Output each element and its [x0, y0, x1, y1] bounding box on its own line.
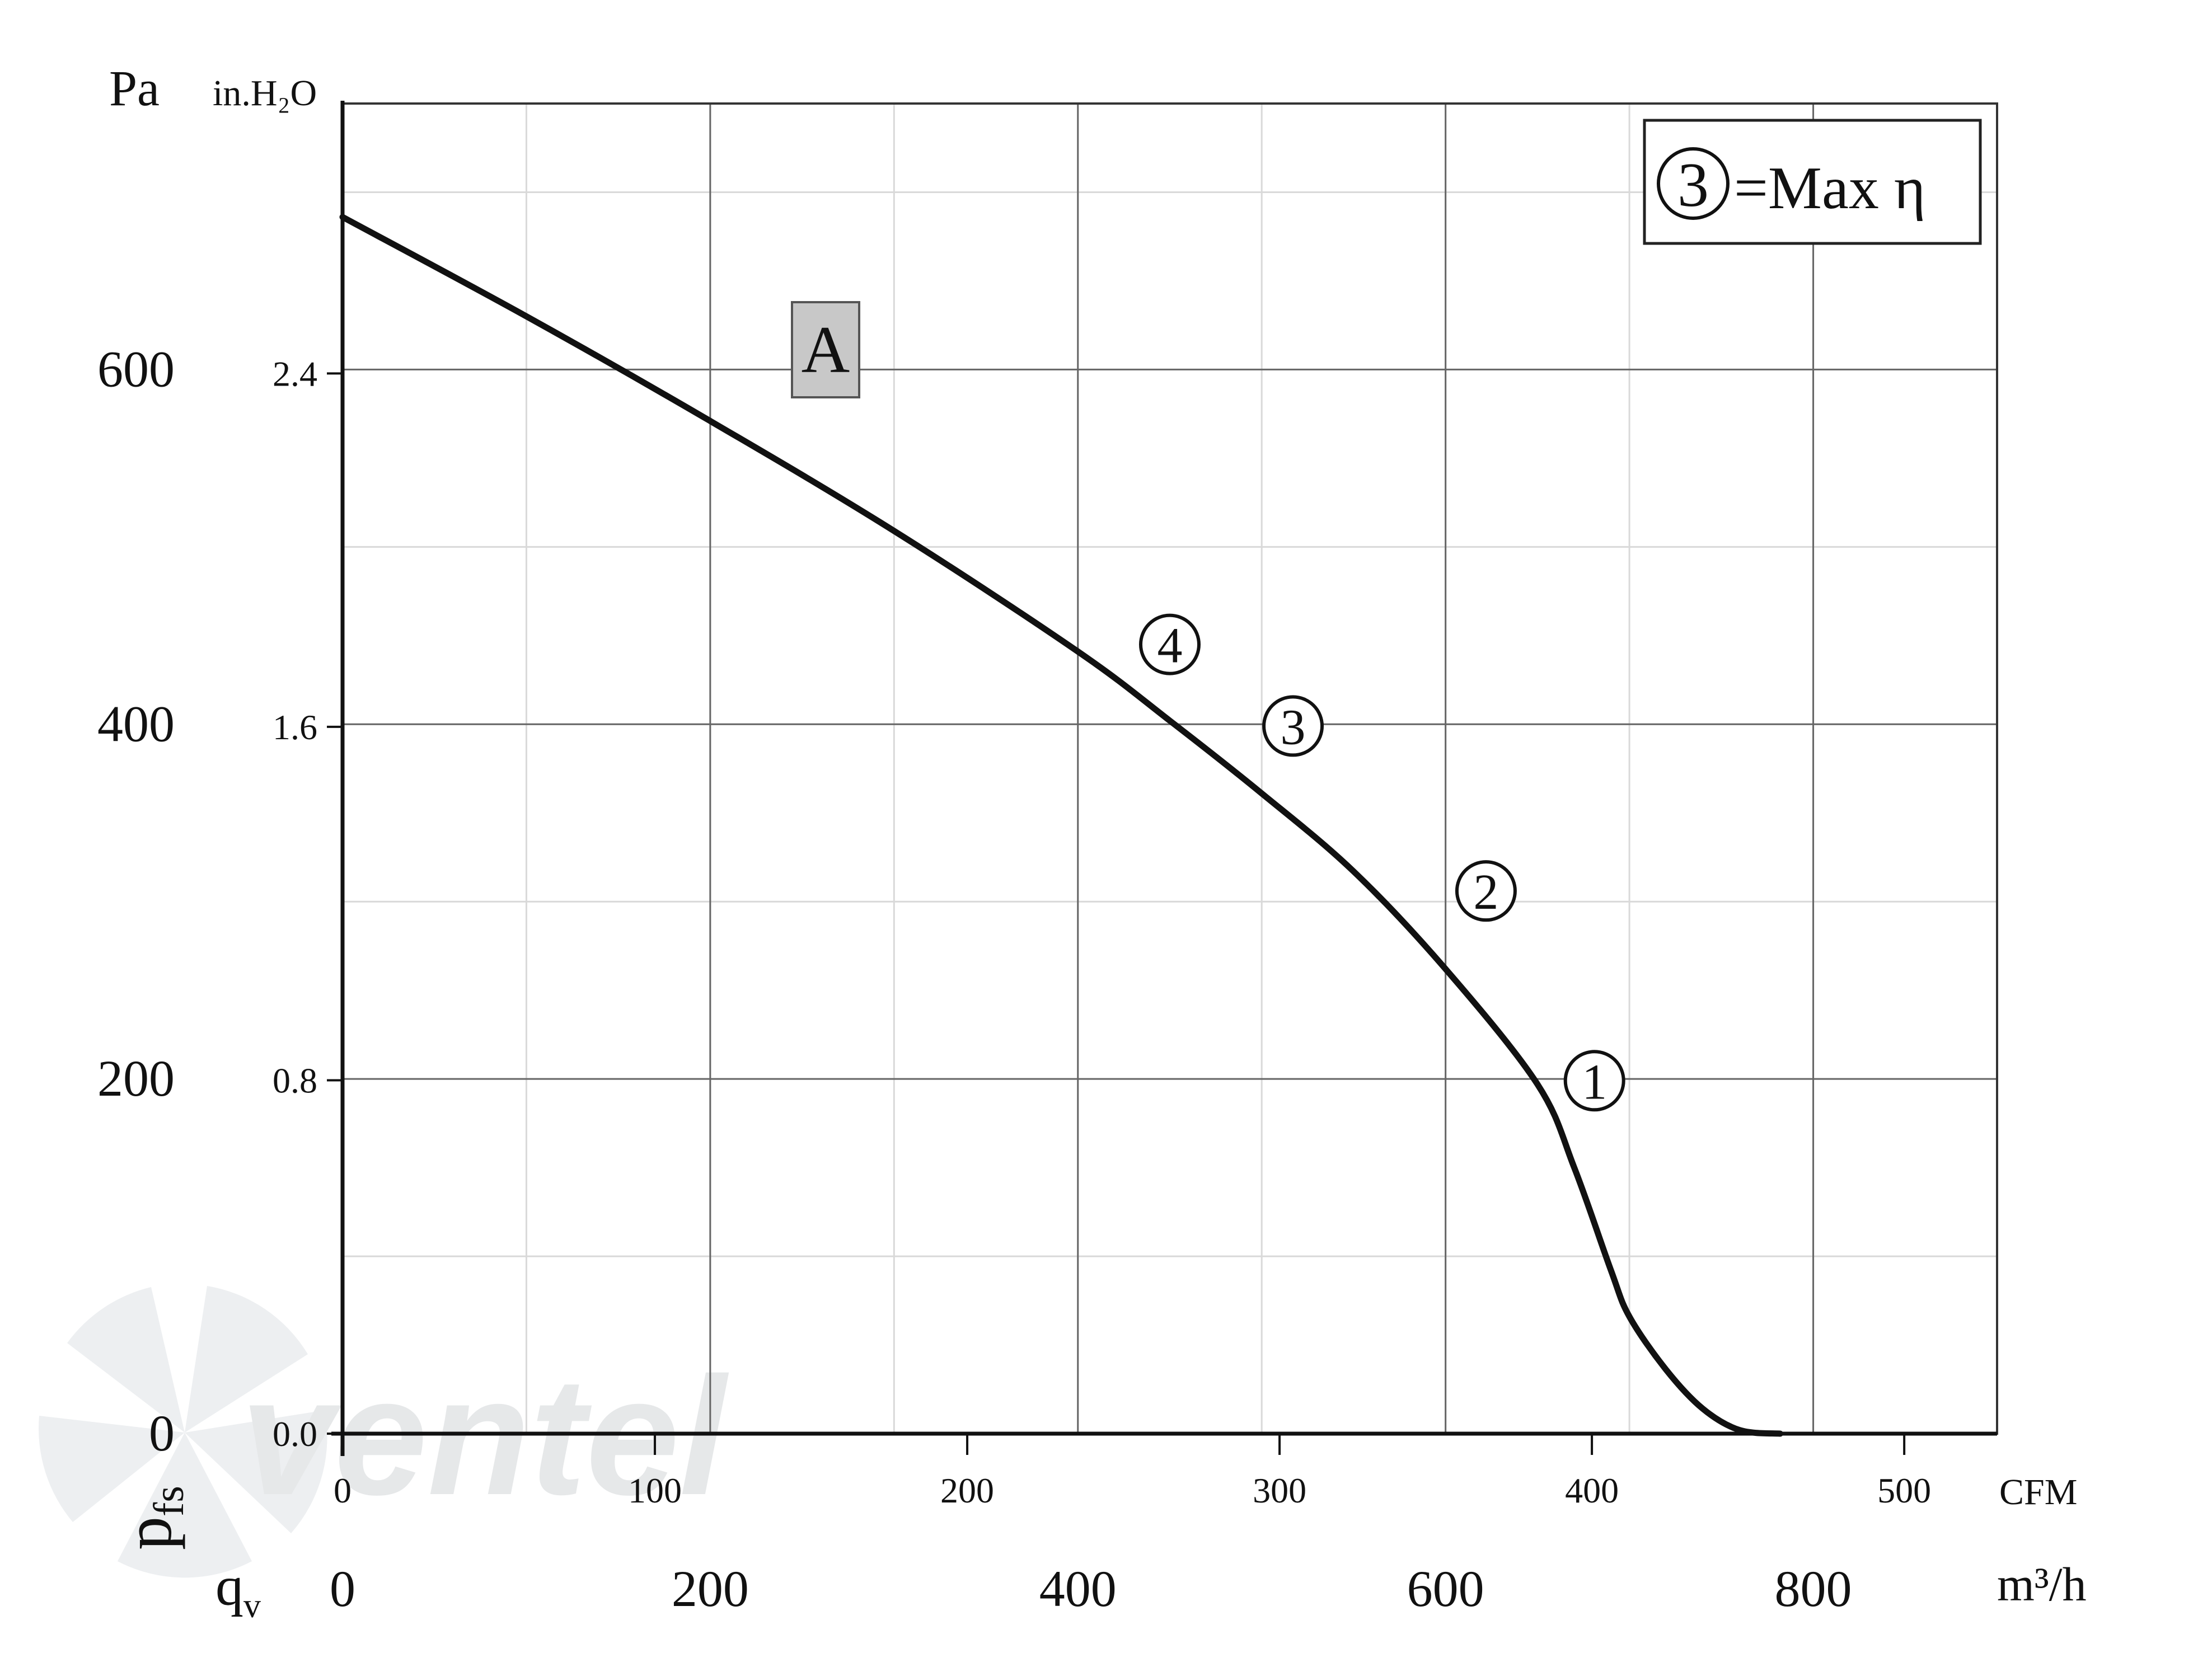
- x-unit-m3h: m³/h: [1997, 1557, 2087, 1611]
- svg-text:qv: qv: [215, 1555, 261, 1625]
- inh2o-tick-label: 2.4: [273, 354, 317, 393]
- y-unit-pa: Pa: [109, 61, 160, 116]
- operating-point-3-circle: [1262, 695, 1324, 757]
- m3h-tick-label: 800: [1775, 1560, 1852, 1617]
- inh2o-tick-label: 1.6: [273, 707, 317, 747]
- plot-frame: [341, 102, 1998, 1435]
- operating-point-4-circle: [1139, 613, 1201, 675]
- operating-point-3-label: 3: [1281, 699, 1306, 755]
- operating-point-1-label: 1: [1582, 1054, 1607, 1110]
- watermark-logo: ventel: [39, 1286, 729, 1578]
- y-unit-inh2o: in.H₂O: [213, 73, 317, 114]
- cfm-tick-label: 400: [1565, 1471, 1619, 1510]
- fan-curve-line: [339, 214, 1783, 1437]
- cfm-tick-label: 0: [334, 1471, 352, 1510]
- operating-points: 4 3 2 1: [1139, 613, 1625, 1112]
- cfm-tick-label: 200: [940, 1471, 994, 1510]
- m3h-tick-label: 400: [1039, 1560, 1117, 1617]
- pa-tick-label: 0: [149, 1405, 175, 1462]
- m3h-tick-label: 0: [330, 1560, 355, 1617]
- legend-marker-number: 3: [1677, 151, 1709, 220]
- cfm-tick-label: 300: [1253, 1471, 1306, 1510]
- pa-tick-label: 600: [97, 340, 175, 397]
- svg-text:pfs: pfs: [111, 1486, 193, 1550]
- watermark-text: ventel: [241, 1342, 729, 1530]
- operating-point-2-label: 2: [1473, 865, 1498, 920]
- operating-point-4-label: 4: [1157, 618, 1183, 674]
- m3h-tick-label: 200: [672, 1560, 749, 1617]
- y-axis-symbol: pfs: [111, 1486, 193, 1550]
- cfm-tick-label: 500: [1877, 1471, 1931, 1510]
- cfm-tick-label: 100: [628, 1471, 682, 1510]
- chart-grid: [341, 102, 1998, 1435]
- m3h-tick-label: 600: [1407, 1560, 1484, 1617]
- inh2o-tick-label: 0.8: [273, 1060, 317, 1100]
- operating-point-1-circle: [1563, 1050, 1625, 1112]
- operating-point-2-circle: [1455, 860, 1517, 922]
- curve-label-text: A: [802, 312, 850, 387]
- pa-tick-label: 200: [97, 1050, 175, 1107]
- x-axis-symbol: qv: [215, 1555, 261, 1625]
- inh2o-tick-label: 0.0: [273, 1414, 317, 1454]
- legend-text: =Max η: [1734, 155, 1925, 222]
- legend-box: 3 =Max η: [1643, 119, 1982, 245]
- tick-labels: 0 200 400 600 0.0 0.8 1.6 2.4 0 100 200 300 400 500 0 2…: [97, 340, 1931, 1617]
- pa-tick-label: 400: [97, 695, 175, 752]
- x-unit-cfm: CFM: [1999, 1472, 2077, 1513]
- legend-marker-circle: [1657, 147, 1730, 220]
- curve-label-a: A: [791, 301, 860, 398]
- chart-axes: [331, 101, 1997, 1456]
